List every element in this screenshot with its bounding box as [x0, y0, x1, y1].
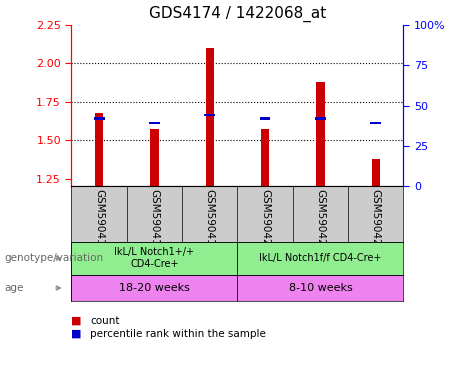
Bar	[261, 129, 269, 186]
Bar	[95, 113, 103, 186]
Bar	[150, 129, 159, 186]
Bar	[370, 122, 381, 124]
Text: ■: ■	[71, 316, 82, 326]
Text: IkL/L Notch1+/+
CD4-Cre+: IkL/L Notch1+/+ CD4-Cre+	[114, 247, 195, 269]
Text: GSM590417: GSM590417	[94, 189, 104, 252]
Bar	[71, 242, 237, 275]
Bar	[237, 275, 403, 301]
Title: GDS4174 / 1422068_at: GDS4174 / 1422068_at	[149, 6, 326, 22]
Bar	[372, 159, 380, 186]
Text: age: age	[5, 283, 24, 293]
Text: GSM590420: GSM590420	[260, 189, 270, 252]
Text: 18-20 weeks: 18-20 weeks	[119, 283, 190, 293]
Bar	[316, 82, 325, 186]
Text: ■: ■	[71, 329, 82, 339]
Text: percentile rank within the sample: percentile rank within the sample	[90, 329, 266, 339]
Bar	[206, 48, 214, 186]
Text: GSM590419: GSM590419	[205, 189, 215, 252]
Bar	[149, 122, 160, 124]
Text: 8-10 weeks: 8-10 weeks	[289, 283, 352, 293]
Text: GSM590418: GSM590418	[149, 189, 160, 252]
Bar	[237, 242, 403, 275]
Bar	[71, 275, 237, 301]
Bar	[315, 118, 326, 120]
Bar	[94, 118, 105, 120]
Text: GSM590421: GSM590421	[315, 189, 325, 252]
Text: genotype/variation: genotype/variation	[5, 253, 104, 263]
Text: count: count	[90, 316, 119, 326]
Text: GSM590422: GSM590422	[371, 189, 381, 252]
Text: IkL/L Notch1f/f CD4-Cre+: IkL/L Notch1f/f CD4-Cre+	[259, 253, 382, 263]
Bar	[260, 118, 271, 120]
Bar	[204, 114, 215, 116]
